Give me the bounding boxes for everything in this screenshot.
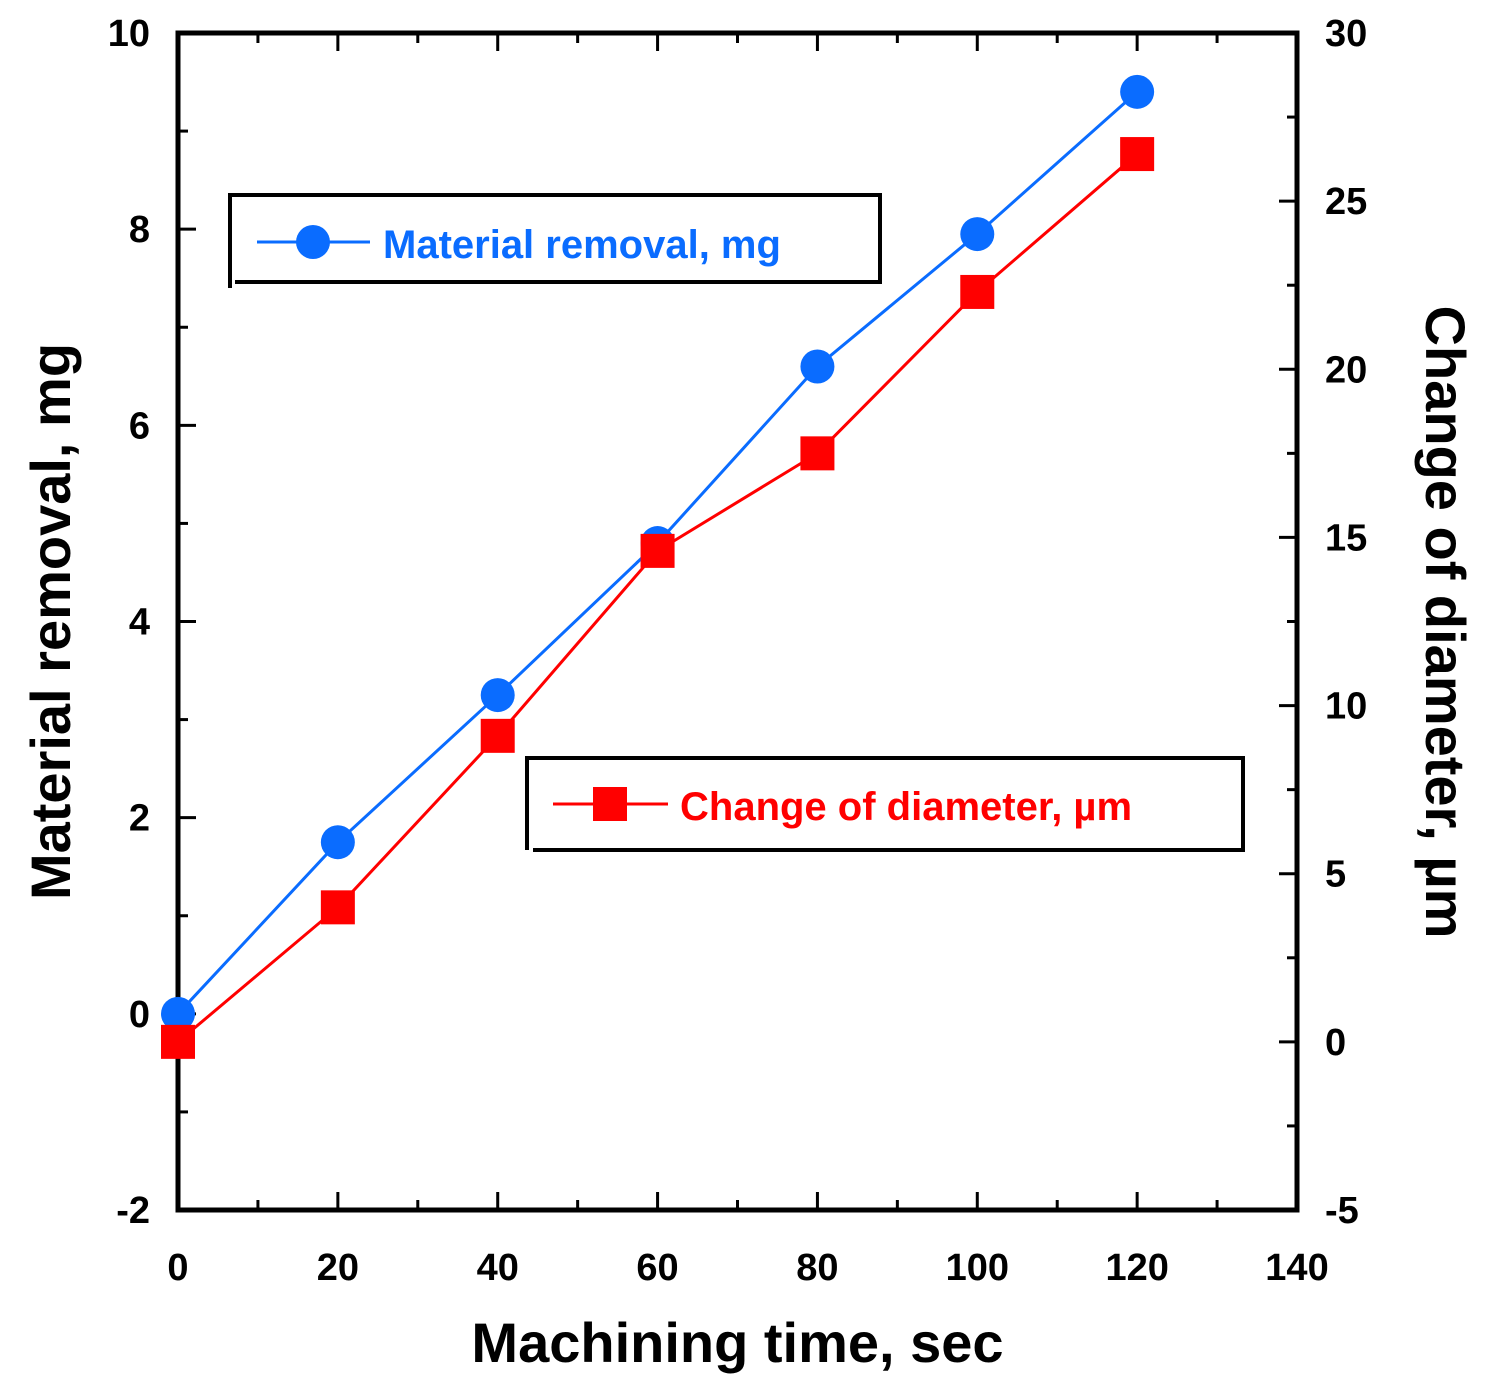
x-tick-label: 80 [796, 1247, 838, 1289]
x-tick-label: 140 [1265, 1247, 1328, 1289]
data-point-circle [800, 349, 835, 384]
data-point-square [1120, 137, 1155, 172]
data-point-square [161, 1024, 195, 1059]
data-point-square [800, 436, 835, 471]
data-point-square [480, 718, 515, 753]
legend-material-removal: Material removal, mg [228, 193, 882, 288]
y-tick-label: 8 [129, 209, 150, 251]
y2-tick-label: 30 [1325, 13, 1367, 55]
y2-tick-label: 0 [1325, 1022, 1346, 1064]
y2-axis-title: Change of diameter, µm [1414, 306, 1477, 939]
y2-tick-label: 15 [1325, 517, 1367, 559]
legend-label-change-of-diameter: Change of diameter, µm [680, 785, 1132, 829]
series-layer [161, 74, 1155, 1059]
data-point-square [320, 890, 355, 925]
y-tick-label: -2 [116, 1190, 150, 1232]
x-tick-label: 40 [477, 1247, 519, 1289]
data-point-circle [1120, 74, 1155, 109]
y-tick-label: 10 [108, 13, 150, 55]
y-tick-label: 0 [129, 994, 150, 1036]
axis-ticks [176, 31, 1299, 1212]
data-point-circle [320, 825, 355, 860]
x-tick-label: 0 [167, 1247, 188, 1289]
data-point-circle [480, 678, 515, 713]
data-point-circle [161, 996, 195, 1031]
legend-label-material-removal: Material removal, mg [383, 223, 781, 267]
x-tick-label: 100 [946, 1247, 1009, 1289]
plot-frame [175, 30, 1300, 1213]
x-tick-label: 20 [317, 1247, 359, 1289]
y2-tick-label: 25 [1325, 181, 1367, 223]
y-axis-title: Material removal, mg [19, 343, 82, 900]
y-tick-label: 6 [129, 405, 150, 447]
y-tick-label: 4 [129, 602, 150, 644]
data-point-square [960, 274, 995, 309]
y2-tick-label: 5 [1325, 854, 1346, 896]
y2-tick-label: -5 [1325, 1190, 1359, 1232]
y2-tick-label: 10 [1325, 686, 1367, 728]
x-tick-label: 120 [1105, 1247, 1168, 1289]
legend-change-of-diameter: Change of diameter, µm [525, 756, 1245, 852]
x-tick-label: 60 [636, 1247, 678, 1289]
tick-labels: 0 20 40 60 80 100 120 140 -2 0 2 4 6 8 10 -5 0 5 10 15 20 25 3… [108, 13, 1368, 1289]
data-point-square [640, 533, 675, 568]
x-axis-title: Machining time, sec [471, 1311, 1003, 1374]
y-tick-label: 2 [129, 798, 150, 840]
legend-square-marker [593, 787, 627, 821]
legend-circle-marker [296, 225, 330, 259]
data-point-circle [960, 217, 995, 252]
y2-tick-label: 20 [1325, 349, 1367, 391]
